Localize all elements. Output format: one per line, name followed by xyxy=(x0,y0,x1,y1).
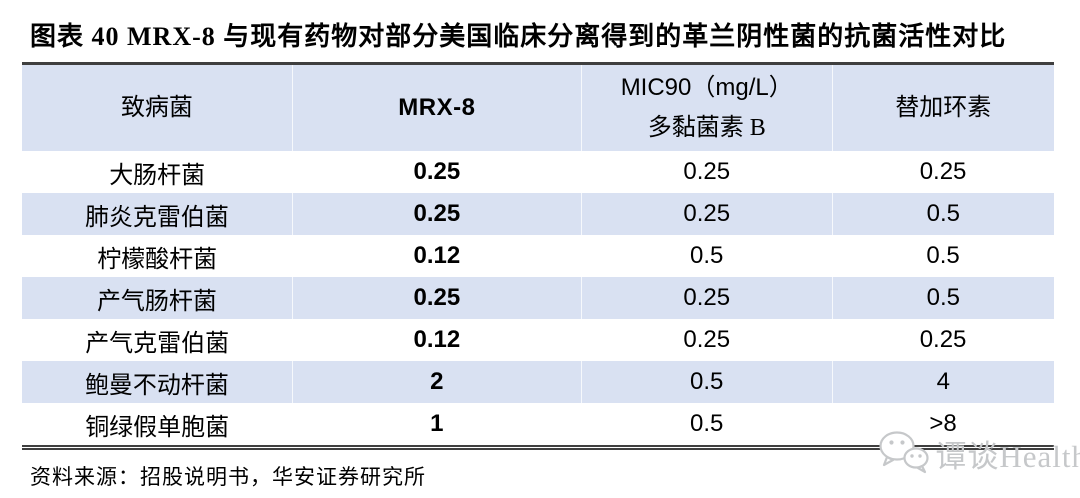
table-row: 产气克雷伯菌 0.12 0.25 0.25 xyxy=(22,319,1054,361)
tigecycline-value-cell: 0.25 xyxy=(919,326,967,353)
mrx8-value-cell: 1 xyxy=(430,410,444,437)
table-row: 产气肠杆菌 0.25 0.25 0.5 xyxy=(22,277,1054,319)
polymyxin-b-value-cell: 0.5 xyxy=(690,410,724,437)
column-header-mrx8-label: MRX-8 xyxy=(398,94,476,121)
table-row: 柠檬酸杆菌 0.12 0.5 0.5 xyxy=(22,235,1054,277)
header-row: 致病菌 MRX-8 MIC90（mg/L） 多黏菌素 B 替加环素 xyxy=(22,63,1054,151)
table-body: 大肠杆菌 0.25 0.25 0.25 肺炎克雷伯菌 0.25 0.25 0.5… xyxy=(22,151,1054,448)
pathogen-name-cell: 铜绿假单胞菌 xyxy=(85,414,230,441)
table-header: 致病菌 MRX-8 MIC90（mg/L） 多黏菌素 B 替加环素 xyxy=(22,63,1054,151)
mrx8-value-cell: 2 xyxy=(291,361,582,403)
table-row: 鲍曼不动杆菌 2 0.5 4 xyxy=(22,361,1054,403)
pathogen-name-cell: 大肠杆菌 xyxy=(109,162,206,189)
polymyxin-b-value-cell: 0.25 xyxy=(580,277,833,319)
mrx8-value-cell: 0.25 xyxy=(291,277,582,319)
mrx8-value-cell: 0.12 xyxy=(413,242,461,269)
polymyxin-b-value-cell: 0.25 xyxy=(683,158,731,185)
mrx8-value-cell: 0.25 xyxy=(413,158,461,185)
column-header-mrx8: MRX-8 xyxy=(291,63,582,151)
column-header-pathogen-label: 致病菌 xyxy=(120,95,193,121)
polymyxin-b-value-cell: 0.25 xyxy=(683,326,731,353)
pathogen-name-cell: 产气肠杆菌 xyxy=(22,277,293,319)
column-header-pathogen: 致病菌 xyxy=(22,63,293,151)
tigecycline-value-cell: 4 xyxy=(831,361,1054,403)
column-header-tigecycline: 替加环素 xyxy=(831,63,1054,151)
mrx8-value-cell: 0.12 xyxy=(413,326,461,353)
column-header-polymyxin-b-label: 多黏菌素 B xyxy=(647,115,766,141)
polymyxin-b-value-cell: 0.25 xyxy=(580,193,833,235)
table-row: 大肠杆菌 0.25 0.25 0.25 xyxy=(22,151,1054,193)
figure-title: 图表 40 MRX-8 与现有药物对部分美国临床分离得到的革兰阴性菌的抗菌活性对… xyxy=(30,22,1007,51)
pathogen-name-cell: 柠檬酸杆菌 xyxy=(97,246,218,273)
polymyxin-b-value-cell: 0.5 xyxy=(580,361,833,403)
mic-comparison-table: 致病菌 MRX-8 MIC90（mg/L） 多黏菌素 B 替加环素 大肠杆菌 0… xyxy=(22,62,1054,450)
column-header-polymyxin-b: MIC90（mg/L） 多黏菌素 B xyxy=(580,63,833,151)
tigecycline-value-cell: 0.5 xyxy=(926,242,960,269)
tigecycline-value-cell: 0.5 xyxy=(831,277,1054,319)
source-note: 资料来源：招股说明书，华安证券研究所 xyxy=(30,465,426,489)
table-row: 铜绿假单胞菌 1 0.5 >8 xyxy=(22,403,1054,448)
polymyxin-b-value-cell: 0.5 xyxy=(690,242,724,269)
tigecycline-value-cell: 0.5 xyxy=(831,193,1054,235)
pathogen-name-cell: 肺炎克雷伯菌 xyxy=(22,193,293,235)
pathogen-name-cell: 鲍曼不动杆菌 xyxy=(22,361,293,403)
pathogen-name-cell: 产气克雷伯菌 xyxy=(85,330,230,357)
tigecycline-value-cell: >8 xyxy=(929,410,957,437)
table-row: 肺炎克雷伯菌 0.25 0.25 0.5 xyxy=(22,193,1054,235)
tigecycline-value-cell: 0.25 xyxy=(919,158,967,185)
mic90-unit-label: MIC90（mg/L） xyxy=(620,74,793,101)
mrx8-value-cell: 0.25 xyxy=(291,193,582,235)
column-header-tigecycline-label: 替加环素 xyxy=(895,95,992,121)
